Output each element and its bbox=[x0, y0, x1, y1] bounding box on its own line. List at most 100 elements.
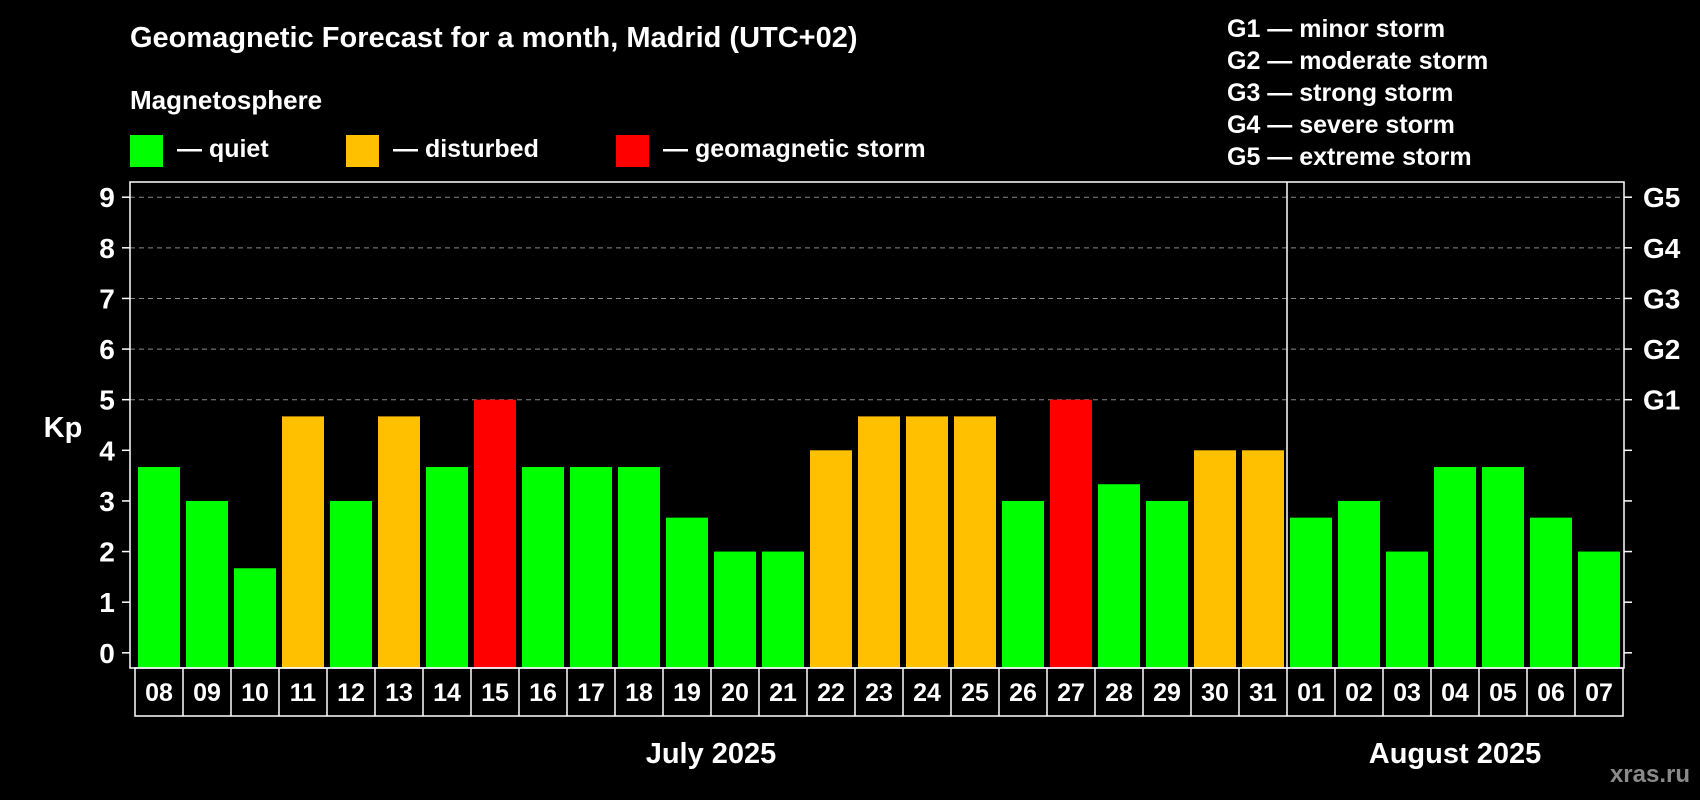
legend-title: Magnetosphere bbox=[130, 85, 322, 115]
x-tick-label: 31 bbox=[1249, 679, 1277, 707]
bar-23 bbox=[858, 416, 900, 668]
storm-scale-item: G1 — minor storm bbox=[1227, 15, 1445, 43]
right-tick-label: G2 bbox=[1643, 334, 1680, 365]
storm-scale-item: G2 — moderate storm bbox=[1227, 47, 1488, 75]
legend-label-disturbed: — disturbed bbox=[393, 135, 539, 163]
x-tick-label: 20 bbox=[721, 679, 749, 707]
x-tick-label: 26 bbox=[1009, 679, 1037, 707]
legend: — quiet — disturbed — geomagnetic storm bbox=[130, 135, 926, 167]
x-tick-label: 29 bbox=[1153, 679, 1181, 707]
legend-swatch-storm bbox=[616, 135, 649, 167]
axes: 0 1 2 3 4 5 6 7 8 9 G1 G2 G3 G4 G5 bbox=[99, 181, 1681, 669]
bar-02 bbox=[1338, 500, 1380, 668]
x-tick-label: 21 bbox=[769, 679, 797, 707]
x-tick-label: 24 bbox=[913, 679, 941, 707]
legend-label-storm: — geomagnetic storm bbox=[663, 135, 926, 163]
y-tick-label: 0 bbox=[99, 638, 115, 669]
bar-25 bbox=[954, 416, 996, 668]
bar-17 bbox=[570, 467, 612, 668]
bar-21 bbox=[762, 551, 804, 668]
x-tick-label: 14 bbox=[433, 679, 461, 707]
bar-05 bbox=[1482, 467, 1524, 668]
x-tick-label: 27 bbox=[1057, 679, 1085, 707]
bar-08 bbox=[138, 467, 180, 668]
y-tick-label: 5 bbox=[99, 385, 115, 416]
x-tick-label: 10 bbox=[241, 679, 269, 707]
x-tick-label: 11 bbox=[290, 679, 317, 707]
y-tick-label: 7 bbox=[99, 283, 115, 314]
bar-03 bbox=[1386, 551, 1428, 668]
bar-13 bbox=[378, 416, 420, 668]
x-tick-label: 22 bbox=[817, 679, 845, 707]
x-label-box bbox=[134, 667, 1624, 717]
bar-20 bbox=[714, 551, 756, 668]
x-tick-label: 19 bbox=[673, 679, 701, 707]
x-axis-labels: 08 09 10 11 12 13 14 15 16 17 18 19 20 21 22 23 24 25 26 27… bbox=[134, 667, 1624, 717]
x-tick-label: 17 bbox=[577, 679, 605, 707]
bar-04 bbox=[1434, 467, 1476, 668]
month-label: July 2025 bbox=[646, 738, 777, 770]
x-tick-label: 30 bbox=[1201, 679, 1229, 707]
legend-swatch-disturbed bbox=[346, 135, 379, 167]
x-tick-label: 04 bbox=[1441, 679, 1469, 707]
y-tick-label: 8 bbox=[99, 233, 115, 264]
bar-09 bbox=[186, 500, 228, 668]
month-label: August 2025 bbox=[1369, 738, 1541, 770]
grid bbox=[130, 196, 1624, 401]
bar-10 bbox=[234, 568, 276, 668]
bar-16 bbox=[522, 467, 564, 668]
x-tick-label: 13 bbox=[385, 679, 413, 707]
y-tick-label: 1 bbox=[99, 587, 115, 618]
bar-22 bbox=[810, 450, 852, 668]
right-tick-label: G5 bbox=[1643, 182, 1680, 213]
bar-11 bbox=[282, 416, 324, 668]
x-tick-label: 01 bbox=[1297, 679, 1325, 707]
x-tick-label: 05 bbox=[1489, 679, 1517, 707]
x-tick-label: 07 bbox=[1585, 679, 1613, 707]
y-tick-label: 6 bbox=[99, 334, 115, 365]
bar-28 bbox=[1098, 484, 1140, 668]
bar-26 bbox=[1002, 500, 1044, 668]
bar-19 bbox=[666, 517, 708, 668]
bar-30 bbox=[1194, 450, 1236, 668]
bar-14 bbox=[426, 467, 468, 668]
y-tick-label: 2 bbox=[99, 537, 115, 568]
storm-scale-item: G3 — strong storm bbox=[1227, 79, 1453, 107]
watermark: xras.ru bbox=[1610, 761, 1690, 788]
bars bbox=[138, 399, 1620, 668]
bar-29 bbox=[1146, 500, 1188, 668]
storm-scale-legend: G1 — minor storm G2 — moderate storm G3 — … bbox=[1227, 15, 1488, 171]
x-tick-label: 08 bbox=[145, 679, 173, 707]
right-tick-label: G1 bbox=[1643, 385, 1680, 416]
bar-06 bbox=[1530, 517, 1572, 668]
x-tick-label: 18 bbox=[625, 679, 653, 707]
legend-swatch-quiet bbox=[130, 135, 163, 167]
bar-07 bbox=[1578, 551, 1620, 668]
x-tick-label: 09 bbox=[193, 679, 221, 707]
y-tick-label: 3 bbox=[99, 486, 115, 517]
x-tick-label: 12 bbox=[337, 679, 365, 707]
bar-15 bbox=[474, 399, 516, 668]
right-tick-label: G3 bbox=[1643, 283, 1680, 314]
x-tick-label: 15 bbox=[481, 679, 509, 707]
y-tick-label: 4 bbox=[99, 435, 115, 466]
bar-31 bbox=[1242, 450, 1284, 668]
x-tick-label: 23 bbox=[865, 679, 893, 707]
bar-01 bbox=[1290, 517, 1332, 668]
x-tick-label: 28 bbox=[1105, 679, 1133, 707]
right-tick-label: G4 bbox=[1643, 233, 1681, 264]
x-tick-label: 06 bbox=[1537, 679, 1565, 707]
x-tick-label: 25 bbox=[961, 679, 989, 707]
bar-27 bbox=[1050, 399, 1092, 668]
x-tick-label: 03 bbox=[1393, 679, 1421, 707]
y-tick-label: 9 bbox=[99, 182, 115, 213]
y-axis-label: Kp bbox=[44, 412, 83, 444]
x-tick-label: 16 bbox=[529, 679, 557, 707]
storm-scale-item: G4 — severe storm bbox=[1227, 111, 1455, 139]
bar-24 bbox=[906, 416, 948, 668]
bar-18 bbox=[618, 467, 660, 668]
bar-12 bbox=[330, 500, 372, 668]
chart-title: Geomagnetic Forecast for a month, Madrid… bbox=[130, 22, 858, 54]
legend-label-quiet: — quiet bbox=[177, 135, 269, 163]
